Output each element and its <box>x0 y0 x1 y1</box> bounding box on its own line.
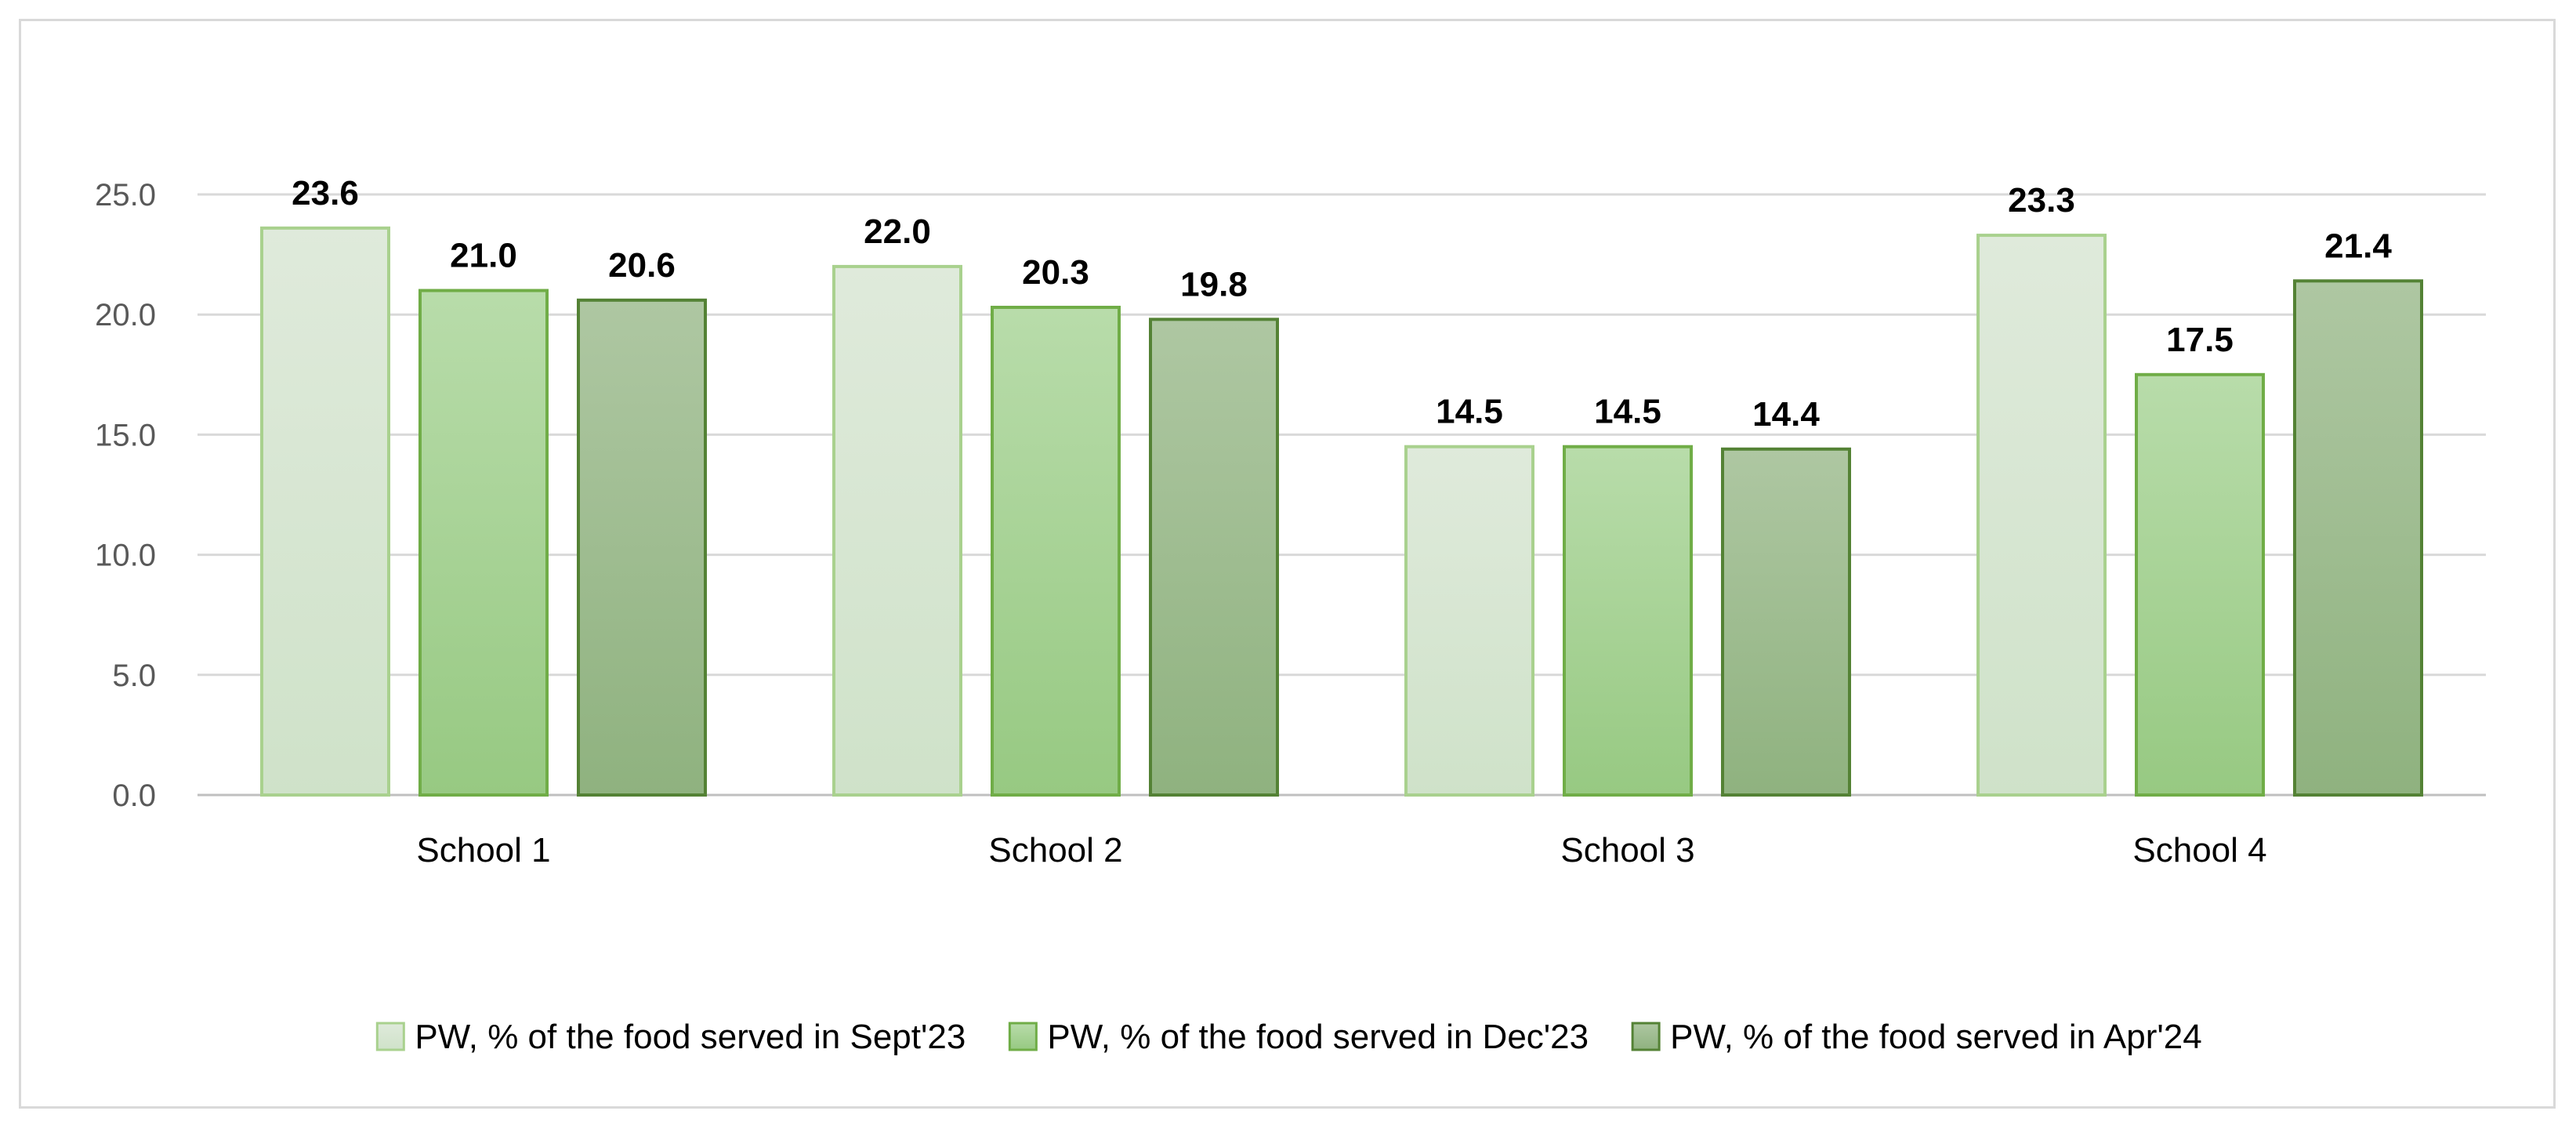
bar <box>260 226 390 797</box>
data-label: 20.6 <box>608 246 676 285</box>
category-label: School 2 <box>988 831 1122 869</box>
legend-swatch <box>375 1022 405 1051</box>
category-label: School 1 <box>416 831 550 869</box>
bar <box>832 264 962 797</box>
legend-item: PW, % of the food served in Dec'23 <box>1008 1018 1589 1056</box>
bars <box>260 226 2423 797</box>
data-label: 20.3 <box>1022 253 1089 292</box>
data-label: 23.3 <box>2008 181 2075 220</box>
data-labels: 23.6 21.0 20.6 22.0 20.3 19.8 14.5 14.5 14.4 23.3… <box>292 174 2392 434</box>
legend-label: PW, % of the food served in Dec'23 <box>1047 1018 1589 1056</box>
category-label: School 4 <box>2132 831 2266 869</box>
y-tick-label: 20.0 <box>95 298 156 332</box>
legend-label: PW, % of the food served in Sept'23 <box>415 1018 966 1056</box>
data-label: 22.0 <box>864 212 931 251</box>
bar <box>1976 234 2107 797</box>
bar <box>2293 279 2423 797</box>
bar <box>418 289 549 797</box>
legend-swatch <box>1631 1022 1661 1051</box>
category-label: School 3 <box>1560 831 1694 869</box>
bar <box>1563 445 1693 797</box>
data-label: 14.5 <box>1594 393 1661 431</box>
y-axis-ticks: 0.0 5.0 10.0 15.0 20.0 25.0 <box>95 178 156 813</box>
data-label: 21.4 <box>2324 227 2392 265</box>
legend-label: PW, % of the food served in Apr'24 <box>1670 1018 2202 1056</box>
bar <box>577 298 707 797</box>
x-axis-categories: School 1 School 2 School 3 School 4 <box>416 831 2266 869</box>
legend-swatch <box>1008 1022 1038 1051</box>
chart-frame: 0.0 5.0 10.0 15.0 20.0 25.0 23.6 21.0 20.6 22.0 2… <box>19 19 2556 1109</box>
bar <box>1721 447 1851 797</box>
data-label: 14.5 <box>1436 393 1503 431</box>
legend-item: PW, % of the food served in Sept'23 <box>375 1018 966 1056</box>
data-label: 17.5 <box>2166 321 2234 359</box>
y-tick-label: 25.0 <box>95 178 156 212</box>
data-label: 21.0 <box>450 237 517 275</box>
data-label: 19.8 <box>1180 265 1248 303</box>
y-tick-label: 10.0 <box>95 539 156 573</box>
y-tick-label: 5.0 <box>112 659 156 693</box>
data-label: 14.4 <box>1752 395 1820 434</box>
bar-chart: 0.05.010.015.020.025.0 23.621.0 20.622.02… <box>95 174 2486 1056</box>
bar <box>1149 318 1279 797</box>
data-label: 23.6 <box>292 174 359 212</box>
bar <box>2135 372 2265 797</box>
bar <box>991 306 1121 797</box>
bar <box>1404 445 1534 797</box>
legend-item: PW, % of the food served in Apr'24 <box>1631 1018 2202 1056</box>
y-tick-label: 0.0 <box>112 779 156 813</box>
legend: PW, % of the food served in Sept'23 PW, %… <box>375 1018 2202 1056</box>
y-tick-label: 15.0 <box>95 418 156 452</box>
